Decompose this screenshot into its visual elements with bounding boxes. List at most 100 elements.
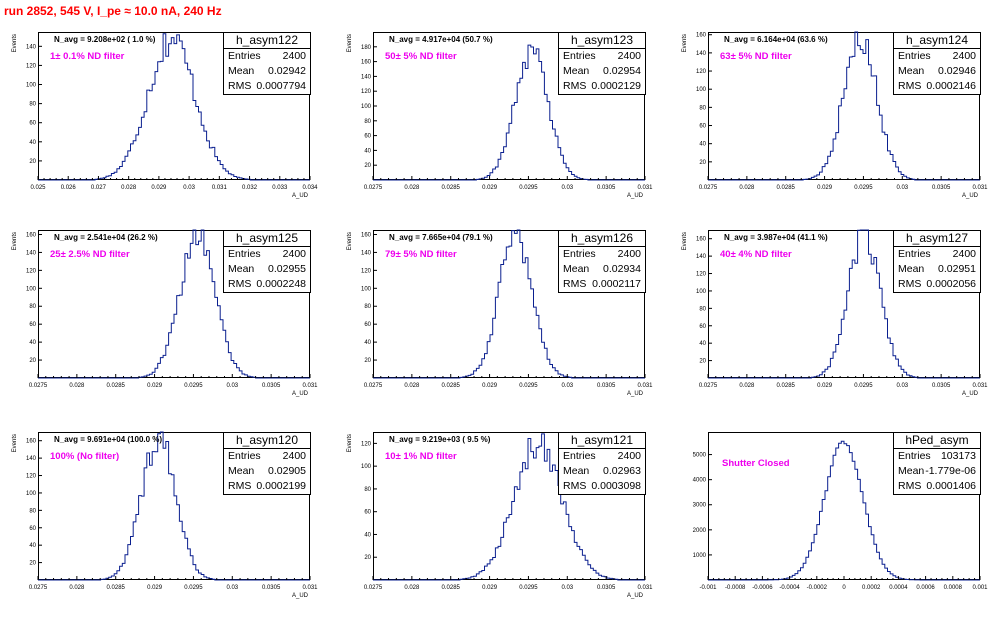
x-tick-label: 0.0305 [597,185,616,191]
y-tick-label: 60 [364,322,371,328]
stats-rms-row: RMS 0.0007794 [224,79,310,94]
x-axis-label: A_UD [292,391,309,397]
x-tick-label: 0.0295 [519,383,538,389]
y-tick-label: 180 [361,45,372,51]
y-tick-label: 20 [29,561,36,567]
x-tick-label: 0.028 [69,585,85,591]
navg-annotation: N_avg = 6.164e+04 (63.6 %) [724,35,828,44]
y-tick-label: 120 [696,69,707,75]
x-tick-label: 0.03 [183,185,195,191]
x-tick-label: 0.0305 [932,185,951,191]
run-title: run 2852, 545 V, I_pe ≈ 10.0 nA, 240 Hz [4,4,222,18]
x-tick-label: 0.03 [896,185,908,191]
stats-entries-label: Entries [898,248,931,260]
y-axis-label: Events [682,232,688,250]
stats-mean-label: Mean [898,263,925,275]
histogram-name: h_asym124 [894,33,980,49]
y-tick-label: 40 [29,543,36,549]
x-tick-label: 0.029 [817,383,833,389]
filter-annotation: 100% (No filter) [50,451,119,462]
stats-rms-label: RMS [563,278,587,290]
x-tick-label: 0.0305 [597,383,616,389]
y-tick-label: 160 [26,232,37,238]
x-tick-label: 0.03 [561,185,573,191]
filter-annotation: 50± 5% ND filter [385,51,457,62]
x-tick-label: 0.0285 [107,383,126,389]
y-tick-label: 60 [364,134,371,140]
x-tick-label: 0.034 [302,185,318,191]
stats-mean-row: Mean 0.02942 [224,64,310,79]
x-tick-label: 0.025 [30,185,46,191]
stats-mean-label: Mean [898,65,925,77]
y-tick-label: 40 [699,341,706,347]
y-tick-label: 120 [26,63,37,69]
stats-entries-row: Entries 2400 [894,49,980,64]
stats-box: h_asym127 Entries 2400 Mean 0.02951 RMS 0.0002… [893,230,981,293]
x-tick-label: 0.0275 [29,383,48,389]
x-tick-label: 0.0295 [184,585,203,591]
y-tick-label: 100 [26,83,37,89]
stats-entries-label: Entries [228,50,261,62]
stats-entries-value: 2400 [617,450,641,462]
x-tick-label: 0.028 [69,383,85,389]
stats-entries-value: 2400 [282,248,306,260]
y-tick-label: 100 [696,289,707,295]
stats-rms-row: RMS 0.0002056 [894,277,980,292]
x-tick-label: 0.0275 [364,585,383,591]
stats-entries-row: Entries 2400 [224,49,310,64]
x-tick-label: 0.03 [226,383,238,389]
navg-annotation: N_avg = 9.208e+02 ( 1.0 %) [54,35,156,44]
navg-annotation: N_avg = 9.691e+04 (100.0 %) [54,435,162,444]
stats-rms-label: RMS [563,480,587,492]
histogram-line [373,44,645,181]
y-tick-label: 80 [364,119,371,125]
histogram-line [38,33,310,181]
stats-rms-label: RMS [898,278,922,290]
navg-annotation: N_avg = 7.665e+04 (79.1 %) [389,233,493,242]
y-tick-label: 40 [364,532,371,538]
stats-rms-value: 0.0002117 [592,278,641,290]
x-tick-label: 0.028 [404,185,420,191]
stats-mean-row: Mean 0.02934 [559,262,645,277]
x-tick-label: 0.0275 [29,585,48,591]
x-tick-label: -0.0006 [752,585,773,591]
histogram-name: h_asym123 [559,33,645,49]
histogram-pad: 0.0275 0.028 0.0285 0.029 0.0295 0.03 0.0305 0.… [347,432,653,599]
histogram-pad: 0.025 0.026 0.027 0.028 0.029 0.03 0.031 0.032 0… [12,32,318,199]
y-tick-label: 40 [699,142,706,148]
x-tick-label: 0.029 [482,383,498,389]
y-tick-label: 100 [361,104,372,110]
x-axis-label: A_UD [962,193,979,199]
stats-rms-value: 0.0002056 [926,278,976,290]
x-tick-label: 0.0285 [107,585,126,591]
stats-rms-label: RMS [228,278,252,290]
x-tick-label: 0.031 [637,585,653,591]
stats-mean-label: Mean [563,263,590,275]
y-tick-label: 20 [364,163,371,169]
x-tick-label: 0.029 [817,185,833,191]
stats-mean-row: Mean 0.02963 [559,464,645,479]
y-tick-label: 140 [26,456,37,462]
histogram-name: hPed_asym [894,433,980,449]
stats-entries-row: Entries 2400 [559,49,645,64]
x-tick-label: 0.0295 [854,383,873,389]
x-tick-label: -0.0004 [779,585,800,591]
x-tick-label: 0.0295 [519,585,538,591]
stats-entries-row: Entries 2400 [894,247,980,262]
y-tick-label: 160 [361,232,372,238]
y-tick-label: 40 [29,340,36,346]
x-tick-label: 0.028 [739,383,755,389]
histogram-pad: 0.0275 0.028 0.0285 0.029 0.0295 0.03 0.0305 0.… [12,229,318,397]
y-tick-label: 80 [29,304,36,310]
stats-box: h_asym121 Entries 2400 Mean 0.02963 RMS 0.0003… [558,432,646,495]
stats-rms-row: RMS 0.0003098 [559,479,645,494]
histogram-name: h_asym126 [559,231,645,247]
y-tick-label: 80 [364,304,371,310]
x-tick-label: 0.031 [212,185,228,191]
y-tick-label: 140 [26,44,37,50]
y-tick-label: 160 [26,439,37,445]
x-tick-label: 0.029 [147,585,163,591]
x-tick-label: 0.031 [637,185,653,191]
stats-box: h_asym126 Entries 2400 Mean 0.02934 RMS 0.0002… [558,230,646,293]
y-tick-label: 20 [29,358,36,364]
